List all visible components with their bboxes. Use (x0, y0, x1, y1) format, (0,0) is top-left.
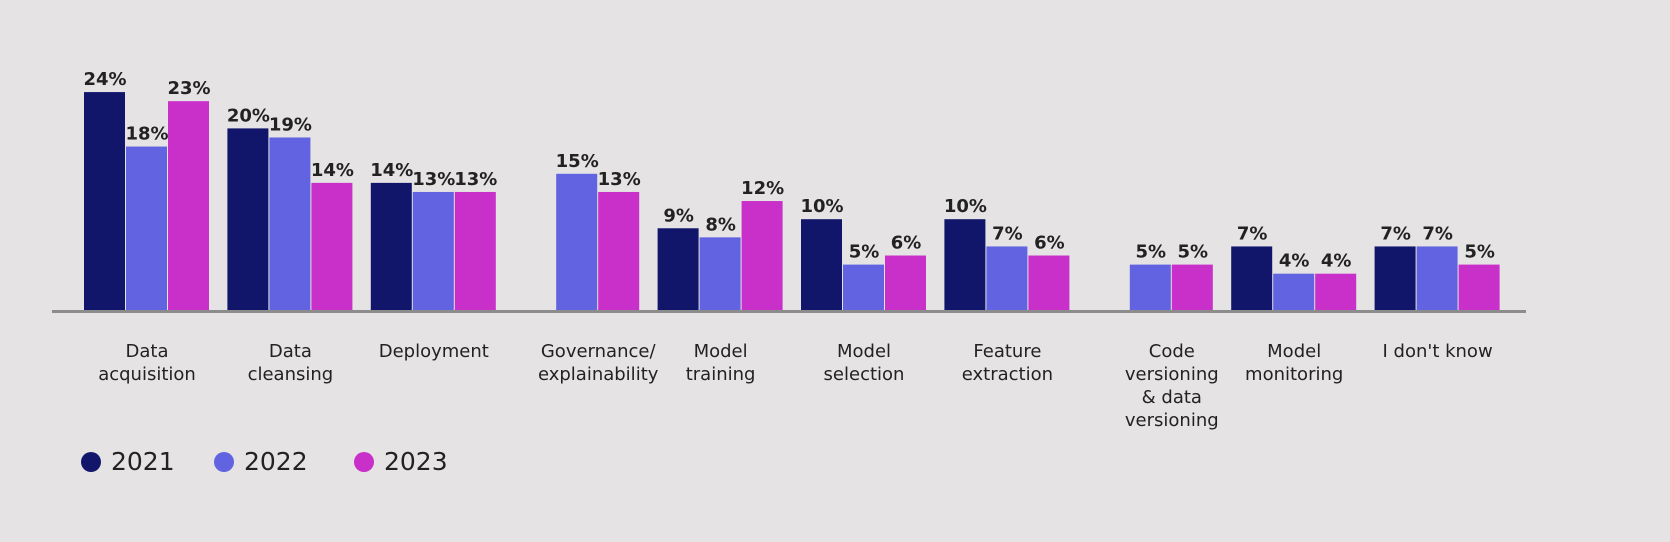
bar (885, 255, 926, 310)
bar (944, 219, 986, 310)
legend-label: 2023 (384, 447, 448, 476)
bar (412, 191, 454, 310)
value-label: 10% (800, 196, 843, 217)
bar (370, 182, 412, 310)
value-label: 4% (1279, 251, 1310, 272)
value-label: 7% (1237, 223, 1268, 244)
value-label: 5% (1178, 242, 1209, 263)
bar (1129, 264, 1171, 310)
bar (1458, 264, 1500, 310)
legend-label: 2021 (111, 447, 175, 476)
x-tick-label: I don't know (1382, 341, 1493, 362)
bar (699, 237, 741, 310)
value-label: 10% (944, 196, 987, 217)
value-label: 13% (454, 169, 497, 190)
bar (556, 173, 598, 310)
x-tick-label: Feature extraction (961, 341, 1054, 385)
value-label: 9% (663, 205, 694, 226)
x-tick-label: Model monitoring (1245, 341, 1344, 385)
bar (126, 146, 167, 310)
x-tick-label: Model training (685, 341, 756, 385)
bar (84, 92, 125, 310)
legend-label: 2022 (244, 447, 308, 476)
bar (1273, 273, 1315, 310)
value-label: 12% (741, 178, 784, 199)
value-label: 24% (83, 69, 126, 90)
bar (1416, 246, 1458, 310)
bar (1171, 264, 1213, 310)
bar (168, 101, 209, 310)
value-label: 4% (1321, 251, 1352, 272)
value-label: 18% (125, 124, 168, 145)
value-label: 8% (705, 214, 736, 235)
value-label: 5% (1136, 242, 1167, 263)
bar (986, 246, 1028, 310)
bar (1315, 273, 1357, 310)
x-tick-label: Model selection (823, 341, 905, 385)
bar (1028, 255, 1070, 310)
value-label: 13% (412, 169, 455, 190)
legend-marker (354, 452, 374, 472)
bar (741, 201, 783, 310)
value-label: 7% (1422, 223, 1453, 244)
bar (1374, 246, 1416, 310)
x-tick-label: Data acquisition (98, 341, 196, 385)
bar (1231, 246, 1273, 310)
value-label: 5% (849, 242, 880, 263)
bar (657, 228, 699, 310)
bar (227, 128, 269, 310)
bar (801, 219, 842, 310)
value-label: 13% (598, 169, 641, 190)
value-label: 6% (891, 233, 922, 254)
bar (311, 182, 353, 310)
x-tick-label: Deployment (378, 341, 489, 362)
value-label: 14% (370, 160, 413, 181)
value-label: 5% (1464, 242, 1495, 263)
bar (598, 191, 640, 310)
value-label: 23% (167, 78, 210, 99)
value-label: 14% (311, 160, 354, 181)
legend-marker (81, 452, 101, 472)
value-label: 6% (1034, 233, 1065, 254)
bar (269, 137, 311, 310)
value-label: 20% (227, 105, 270, 126)
value-label: 19% (269, 114, 312, 135)
x-tick-label: Data cleansing (247, 341, 334, 385)
legend-marker (214, 452, 234, 472)
value-label: 7% (992, 223, 1023, 244)
bar (454, 191, 496, 310)
value-label: 7% (1380, 223, 1411, 244)
x-tick-label: Governance/ explainability (537, 341, 659, 385)
bar (843, 264, 884, 310)
x-tick-label: Code versioning & data versioning (1124, 341, 1219, 431)
value-label: 15% (556, 151, 599, 172)
